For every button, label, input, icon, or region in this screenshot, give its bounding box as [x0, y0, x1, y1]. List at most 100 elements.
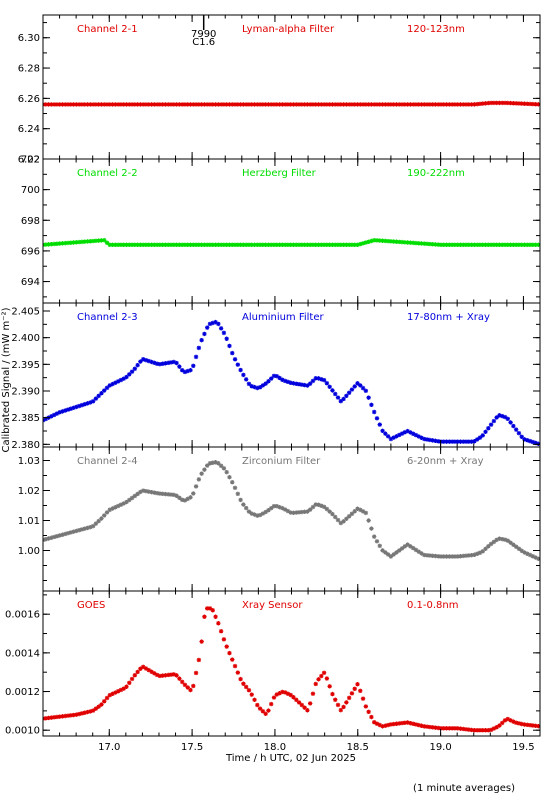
data-point [433, 553, 438, 559]
data-point [294, 242, 299, 247]
data-point [296, 242, 302, 247]
data-point [358, 102, 363, 107]
data-point [82, 402, 87, 407]
data-point [60, 714, 65, 719]
data-point [118, 687, 124, 693]
data-point [355, 242, 360, 247]
data-point [129, 369, 135, 374]
data-point [140, 664, 146, 670]
data-point [416, 434, 421, 439]
data-point [330, 691, 335, 697]
data-point [486, 426, 491, 431]
data-point [427, 437, 433, 443]
data-point [85, 239, 90, 244]
data-point [433, 102, 438, 107]
panel-channel-label: GOES [77, 600, 105, 611]
data-point [93, 706, 99, 711]
data-point [191, 102, 196, 107]
data-point [305, 708, 310, 713]
data-point [335, 517, 341, 523]
data-point [135, 669, 140, 675]
data-point [330, 388, 335, 393]
data-point [296, 382, 302, 387]
data-point [402, 430, 408, 435]
data-point [536, 723, 540, 729]
data-point [146, 242, 151, 247]
data-point [513, 101, 519, 106]
data-point [199, 242, 204, 247]
data-point [344, 102, 349, 107]
data-point [110, 102, 115, 107]
data-point [494, 725, 499, 730]
data-point [321, 504, 327, 510]
data-point [282, 507, 288, 512]
data-point [516, 721, 522, 726]
data-point [472, 552, 477, 557]
data-point [285, 379, 291, 385]
data-point [163, 673, 168, 678]
data-point [218, 242, 224, 247]
data-point [422, 102, 427, 107]
data-point [511, 542, 516, 547]
data-point [102, 388, 107, 393]
data-point [522, 437, 527, 442]
data-point [366, 395, 371, 400]
data-point [146, 358, 151, 364]
data-point [257, 706, 263, 711]
data-point [71, 240, 76, 245]
data-point [321, 102, 327, 107]
data-point [196, 102, 202, 107]
data-point [491, 242, 497, 247]
data-point [422, 724, 427, 729]
data-point [191, 242, 196, 247]
data-point [174, 360, 179, 366]
data-point [182, 102, 188, 107]
data-point [163, 361, 168, 366]
data-point [71, 712, 76, 718]
data-point [394, 434, 399, 439]
data-point [127, 497, 132, 503]
data-point [274, 373, 279, 379]
data-point [402, 102, 408, 107]
data-point [174, 242, 179, 247]
data-point [533, 440, 538, 446]
data-point [480, 433, 485, 438]
data-point [299, 509, 305, 515]
data-point [207, 321, 213, 327]
data-point [377, 722, 382, 728]
x-axis-label: Time / h UTC, 02 Jun 2025 [225, 753, 356, 764]
data-point [452, 242, 458, 247]
data-point [196, 477, 202, 482]
data-point [205, 463, 210, 468]
data-point [177, 242, 182, 247]
data-point [391, 552, 396, 557]
data-point [260, 511, 266, 516]
data-point [138, 102, 143, 107]
data-point [366, 518, 371, 523]
data-point [405, 428, 410, 434]
data-point [280, 689, 285, 695]
data-point [104, 695, 110, 701]
data-point [132, 493, 138, 499]
data-point [352, 509, 357, 514]
data-point [213, 102, 218, 107]
data-point [216, 242, 221, 247]
data-point [60, 102, 65, 107]
data-point [294, 510, 299, 515]
data-point [363, 102, 369, 107]
data-point [166, 242, 171, 247]
data-point [266, 379, 271, 384]
data-point [455, 439, 460, 444]
data-point [316, 376, 321, 381]
data-point [341, 519, 346, 524]
data-point [513, 427, 519, 432]
data-point [216, 461, 221, 466]
data-point [441, 439, 446, 444]
data-point [104, 240, 110, 245]
data-point [235, 670, 241, 675]
data-point [129, 495, 135, 501]
data-point [436, 554, 441, 559]
data-point [469, 727, 474, 733]
data-point [324, 102, 330, 107]
data-point [227, 242, 232, 247]
